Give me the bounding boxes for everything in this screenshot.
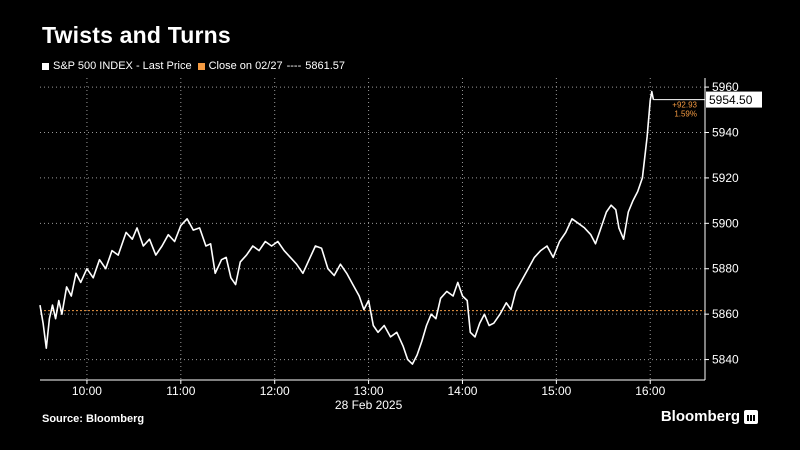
legend-swatch-reference <box>197 62 205 70</box>
axis-labels: 5840 5860 5880 5900 5920 5940 5960 10:00 11:00 12… <box>72 80 762 412</box>
axes <box>40 78 709 384</box>
y-tick-label: 5900 <box>712 216 739 230</box>
x-tick-label: 13:00 <box>354 384 384 398</box>
legend-swatch-series <box>42 62 49 70</box>
legend-item-series: S&P 500 INDEX - Last Price <box>42 60 192 72</box>
last-value-box <box>706 91 762 108</box>
x-tick-label: 12:00 <box>260 384 290 398</box>
x-tick-label: 16:00 <box>635 384 665 398</box>
legend-reference-value: 5861.57 <box>305 60 346 72</box>
x-tick-label: 14:00 <box>447 384 477 398</box>
chart-title: Twists and Turns <box>42 22 231 48</box>
y-tick-label: 5860 <box>712 307 739 321</box>
legend: S&P 500 INDEX - Last Price Close on 02/2… <box>42 59 345 73</box>
legend-label-reference: Close on 02/27 <box>208 60 283 72</box>
y-tick-label: 5880 <box>712 262 739 276</box>
last-value-label: 5954.50 <box>709 93 753 107</box>
y-tick-label: 5940 <box>712 125 739 139</box>
brand-logo: Bloomberg <box>661 408 758 425</box>
x-tick-label: 10:00 <box>72 384 102 398</box>
x-tick-label: 11:00 <box>166 384 195 398</box>
x-axis-date-label: 28 Feb 2025 <box>335 398 403 412</box>
brand-name: Bloomberg <box>660 408 740 425</box>
grid <box>40 78 705 380</box>
y-tick-label: 5960 <box>712 80 739 94</box>
legend-label-series: S&P 500 INDEX - Last Price <box>53 60 192 72</box>
bloomberg-chart-icon <box>744 409 758 424</box>
change-pct-label: 1.59% <box>674 110 697 119</box>
y-tick-label: 5840 <box>712 353 739 367</box>
y-tick-label: 5920 <box>712 171 739 185</box>
legend-separator: ---- <box>286 60 302 72</box>
source-note: Source: Bloomberg <box>42 413 145 425</box>
change-label: +92.93 <box>672 101 697 110</box>
legend-item-reference: Close on 02/27 ---- 5861.57 <box>197 60 346 72</box>
x-tick-label: 15:00 <box>541 384 571 398</box>
series-group <box>39 90 655 365</box>
series-line <box>39 90 655 365</box>
